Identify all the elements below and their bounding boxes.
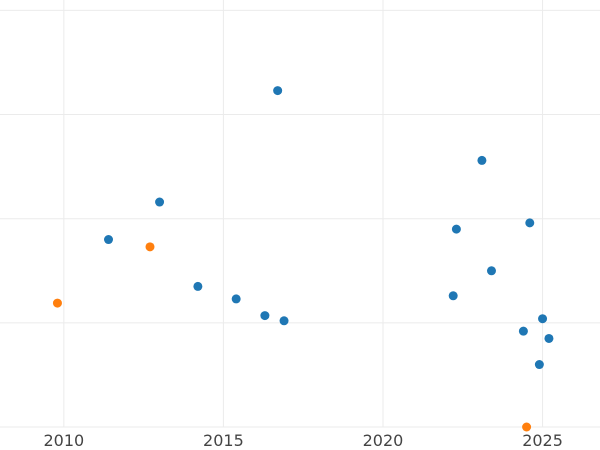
x-tick-label-2020: 2020: [363, 431, 404, 450]
data-point-blue-6: [279, 316, 289, 326]
data-point-blue-15: [544, 333, 554, 343]
data-point-orange-0: [52, 298, 62, 308]
data-point-blue-12: [525, 218, 535, 228]
data-point-blue-0: [104, 235, 114, 245]
data-point-blue-5: [273, 86, 283, 96]
data-point-blue-9: [477, 155, 487, 165]
data-point-blue-7: [448, 291, 458, 301]
data-point-orange-1: [145, 242, 155, 252]
data-point-orange-2: [522, 422, 532, 432]
x-tick-label-2010: 2010: [43, 431, 84, 450]
data-point-blue-2: [193, 281, 203, 291]
data-point-blue-3: [231, 294, 241, 304]
y-gridlines: [0, 9, 600, 428]
data-point-blue-11: [518, 326, 528, 336]
x-tick-label-2015: 2015: [203, 431, 244, 450]
data-point-blue-13: [534, 360, 544, 370]
data-point-blue-1: [155, 197, 165, 207]
data-point-blue-14: [538, 314, 548, 324]
x-tick-label-2025: 2025: [522, 431, 563, 450]
data-point-blue-8: [451, 224, 461, 234]
data-points: [52, 86, 554, 432]
data-point-blue-10: [486, 266, 496, 276]
x-gridlines: [63, 0, 544, 427]
data-point-blue-4: [260, 311, 270, 321]
x-tick-labels: 2010 2015 2020 2025: [43, 431, 562, 450]
